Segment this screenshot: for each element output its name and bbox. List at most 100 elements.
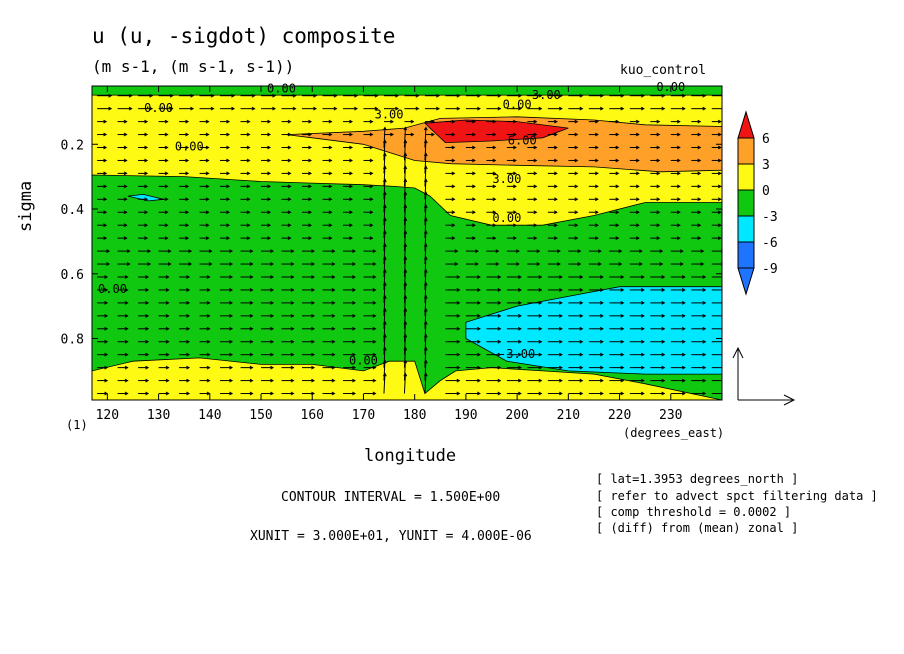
vector-arrowhead <box>403 191 408 196</box>
vector-arrowhead <box>403 217 408 222</box>
contour-label: 0.00 <box>144 101 173 115</box>
vector-arrowhead <box>328 184 333 189</box>
vector-arrowhead <box>723 94 726 97</box>
vector-arrowhead <box>640 352 645 357</box>
vector-arrowhead <box>231 93 236 98</box>
vector-arrowhead <box>205 197 210 202</box>
vector-arrowhead <box>661 313 666 318</box>
vector-arrowhead <box>640 301 645 305</box>
vector-arrowhead <box>620 365 625 370</box>
vector-arrowhead <box>145 326 150 331</box>
vector-arrowhead <box>477 301 481 305</box>
vector-arrowhead <box>717 158 722 163</box>
vector-arrowhead <box>640 288 645 292</box>
vector-arrowhead <box>697 223 702 228</box>
vector-arrowhead <box>395 93 399 98</box>
vector-arrowhead <box>599 378 604 383</box>
vector-arrowhead <box>308 184 313 189</box>
vector-arrowhead <box>574 158 579 163</box>
vector-arrowhead <box>106 249 111 253</box>
vector-arrowhead <box>208 249 213 253</box>
vector-arrowhead <box>403 242 408 247</box>
vector-arrowhead <box>231 106 236 111</box>
vector-arrowhead <box>492 223 497 228</box>
vector-arrowhead <box>270 301 275 305</box>
vector-arrowhead <box>533 236 538 241</box>
vector-arrowhead <box>635 145 640 150</box>
vector-arrow <box>424 295 427 316</box>
vector-arrowhead <box>536 249 541 253</box>
vector-arrowhead <box>372 275 377 279</box>
vector-arrowhead <box>403 320 408 325</box>
vector-arrowhead <box>431 119 435 124</box>
vector-arrowhead <box>579 365 584 370</box>
vector-arrowhead <box>108 93 113 98</box>
vector-arrowhead <box>226 171 231 176</box>
colorbar-segment <box>737 241 755 269</box>
vector-arrowhead <box>123 119 128 124</box>
x-tick-label: 190 <box>454 408 477 423</box>
vector-arrowhead <box>497 288 502 292</box>
vector-arrowhead <box>410 119 415 124</box>
colorbar-label: 0 <box>762 184 770 199</box>
vector-arrowhead <box>403 294 408 299</box>
vector-arrowhead <box>717 210 722 215</box>
vector-arrowhead <box>661 326 666 331</box>
vector-arrowhead <box>640 339 645 344</box>
vector-arrowhead <box>451 145 456 150</box>
vector-arrowhead <box>290 262 295 266</box>
vector-arrowhead <box>349 145 354 150</box>
vector-arrowhead <box>229 339 234 344</box>
vector-arrowhead <box>475 249 479 253</box>
vector-arrowhead <box>185 197 190 202</box>
vector-arrowhead <box>124 313 129 318</box>
vector-arrowhead <box>513 184 517 189</box>
vector-arrowhead <box>372 301 377 305</box>
vector-arrowhead <box>553 210 558 215</box>
vector-arrowhead <box>124 391 129 396</box>
vector-arrowhead <box>615 210 620 215</box>
vector-arrowhead <box>126 249 131 253</box>
vector-arrowhead <box>124 326 129 331</box>
vector-arrowhead <box>144 223 149 228</box>
vector-arrowhead <box>308 158 313 163</box>
vector-arrowhead <box>124 352 129 357</box>
vector-arrowhead <box>423 372 428 377</box>
vector-arrow <box>383 321 386 342</box>
vector-arrowhead <box>516 262 520 266</box>
vector-arrowhead <box>640 391 645 396</box>
vector-arrowhead <box>717 145 722 150</box>
vector-arrowhead <box>270 249 275 253</box>
contour-label: 0.00 <box>349 353 378 367</box>
vector-arrowhead <box>290 352 295 357</box>
vector-arrowhead <box>620 93 625 98</box>
vector-arrowhead <box>308 236 313 241</box>
vector-arrowhead <box>164 236 169 241</box>
vector-arrowhead <box>123 158 128 163</box>
vector-arrowhead <box>681 339 686 344</box>
vector-arrowhead <box>676 119 681 124</box>
contour-label: -3.00 <box>525 88 561 102</box>
vector-arrowhead <box>104 326 109 331</box>
vector-arrowhead <box>290 313 295 318</box>
vector-arrowhead <box>635 236 640 241</box>
vector-arrowhead <box>702 378 707 383</box>
vector-arrowhead <box>328 197 333 202</box>
vector-arrowhead <box>638 249 643 253</box>
y-tick-label: 0.2 <box>61 138 84 153</box>
vector-arrow <box>403 282 406 303</box>
vector-arrowhead <box>331 249 336 253</box>
vector-arrowhead <box>313 106 318 111</box>
ref-vector-horizontal-head <box>783 394 796 406</box>
vector-arrowhead <box>164 197 169 202</box>
vector-arrowhead <box>454 262 459 266</box>
vector-arrowhead <box>147 262 152 266</box>
vector-arrowhead <box>167 249 172 253</box>
vector-arrowhead <box>145 339 150 344</box>
vector-arrowhead <box>226 158 231 163</box>
vector-arrowhead <box>536 262 541 266</box>
vector-arrowhead <box>697 158 702 163</box>
vector-arrowhead <box>165 301 170 305</box>
vector-arrowhead <box>717 119 722 124</box>
vector-arrowhead <box>702 365 707 370</box>
